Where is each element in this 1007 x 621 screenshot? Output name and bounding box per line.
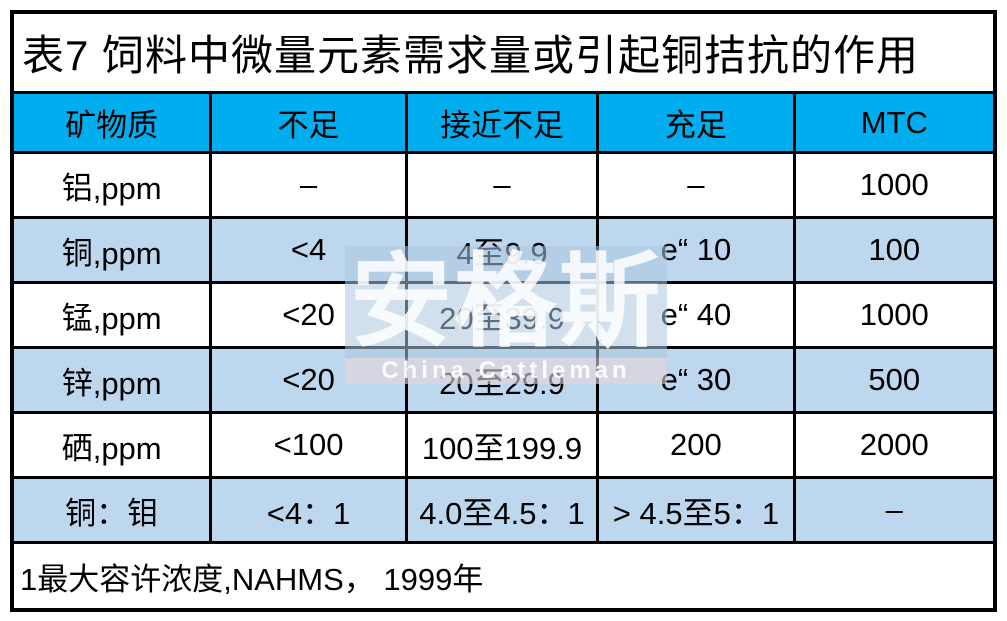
cell-mineral: 硒,ppm xyxy=(14,414,213,476)
table-title: 表7 饲料中微量元素需求量或引起铜拮抗的作用 xyxy=(22,32,920,79)
cell-mineral: 铝,ppm xyxy=(14,154,213,216)
trace-element-table: 表7 饲料中微量元素需求量或引起铜拮抗的作用 矿物质 不足 接近不足 充足 MT… xyxy=(10,10,997,612)
cell-mineral: 锰,ppm xyxy=(14,284,213,346)
header-mineral: 矿物质 xyxy=(14,94,213,151)
cell-adequate: e“ 10 xyxy=(599,219,796,281)
cell-adequate: > 4.5至5：1 xyxy=(599,479,796,541)
cell-mtc: – xyxy=(885,492,903,527)
cell-marginal: 20至39.9 xyxy=(408,284,600,346)
cell-marginal: 4至9.9 xyxy=(408,219,600,281)
cell-marginal: – xyxy=(408,154,600,216)
table-footnote: 1最大容许浓度,NAHMS， 1999年 xyxy=(20,561,484,597)
table-row-copper-molybdenum-ratio: 铜：钼 <4：1 4.0至4.5：1 > 4.5至5：1 – xyxy=(14,479,993,544)
cell-deficient: – xyxy=(212,154,408,216)
cell-deficient: <20 xyxy=(212,349,408,411)
cell-adequate: – xyxy=(599,154,796,216)
cell-mineral: 铜：钼 xyxy=(14,479,213,541)
cell-deficient: <4 xyxy=(212,219,408,281)
table-row-zinc: 锌,ppm <20 20至29.9 e“ 30 500 xyxy=(14,349,993,414)
cell-adequate: 200 xyxy=(599,414,796,476)
cell-deficient: <20 xyxy=(212,284,408,346)
cell-adequate: e“ 40 xyxy=(599,284,796,346)
table-row-aluminum: 铝,ppm – – – 1000 xyxy=(14,154,993,219)
cell-mtc: 500 xyxy=(868,362,921,397)
cell-mineral: 锌,ppm xyxy=(14,349,213,411)
cell-mtc: 1000 xyxy=(859,167,929,202)
cell-deficient: <4：1 xyxy=(212,479,408,541)
cell-mtc: 100 xyxy=(868,232,921,267)
cell-mineral: 铜,ppm xyxy=(14,219,213,281)
header-marginal: 接近不足 xyxy=(408,94,600,151)
cell-marginal: 100至199.9 xyxy=(408,414,600,476)
header-deficient: 不足 xyxy=(212,94,408,151)
header-mtc: MTC xyxy=(860,104,928,140)
cell-marginal: 4.0至4.5：1 xyxy=(408,479,600,541)
table-row-manganese: 锰,ppm <20 20至39.9 e“ 40 1000 xyxy=(14,284,993,349)
table-row-selenium: 硒,ppm <100 100至199.9 200 2000 xyxy=(14,414,993,479)
cell-mtc: 1000 xyxy=(859,297,929,332)
cell-marginal: 20至29.9 xyxy=(408,349,600,411)
cell-deficient: <100 xyxy=(212,414,408,476)
header-adequate: 充足 xyxy=(599,94,796,151)
cell-adequate: e“ 30 xyxy=(599,349,796,411)
table-row-copper: 铜,ppm <4 4至9.9 e“ 10 100 xyxy=(14,219,993,284)
table-header-row: 矿物质 不足 接近不足 充足 MTC xyxy=(14,94,993,154)
table-footnote-row: 1最大容许浓度,NAHMS， 1999年 xyxy=(14,544,993,608)
cell-mtc: 2000 xyxy=(859,427,929,462)
table-title-row: 表7 饲料中微量元素需求量或引起铜拮抗的作用 xyxy=(14,14,993,94)
